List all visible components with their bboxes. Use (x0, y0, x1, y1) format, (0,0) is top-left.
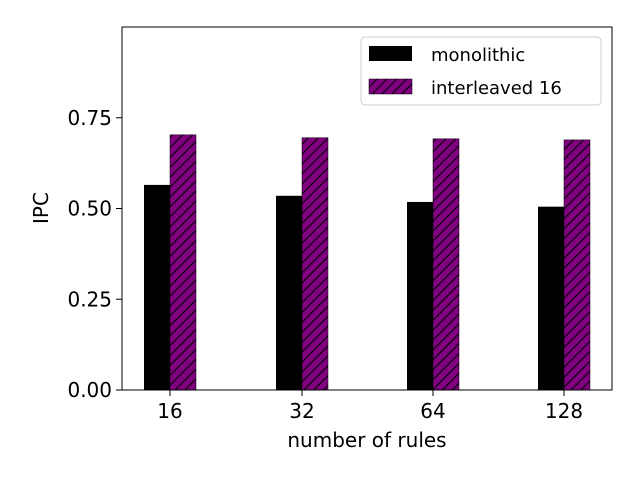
bar-interleaved-16-32 (301, 137, 329, 391)
x-tick-label: 128 (545, 399, 583, 423)
legend-label-interleaved-16: interleaved 16 (431, 78, 562, 99)
x-tick-label: 32 (289, 399, 314, 423)
bars-group (144, 134, 591, 391)
legend-frame (360, 36, 602, 106)
x-axis-label: number of rules (287, 428, 446, 452)
x-tick-label: 64 (420, 399, 445, 423)
legend-swatch-interleaved-16 (368, 78, 413, 95)
x-tick-label: 16 (157, 399, 182, 423)
bar-interleaved-16-16 (169, 134, 197, 391)
legend-swatch-monolithic (369, 46, 412, 61)
y-axis: 0.00 0.25 0.50 0.75 (67, 106, 122, 402)
y-tick-label: 0.75 (67, 106, 112, 130)
bar-monolithic-16 (144, 184, 170, 390)
y-axis-label: IPC (29, 192, 53, 224)
bar-interleaved-16-64 (432, 138, 460, 391)
bar-monolithic-128 (538, 206, 564, 390)
bar-monolithic-32 (276, 195, 302, 390)
y-tick-label: 0.25 (67, 287, 112, 311)
legend-label-monolithic: monolithic (431, 45, 525, 66)
y-tick-label: 0.00 (67, 378, 112, 402)
bar-interleaved-16-128 (563, 139, 591, 391)
legend: monolithic interleaved 16 (360, 36, 602, 106)
bar-monolithic-64 (407, 201, 433, 390)
x-axis: 16 32 64 128 (157, 390, 583, 423)
y-tick-label: 0.50 (67, 197, 112, 221)
